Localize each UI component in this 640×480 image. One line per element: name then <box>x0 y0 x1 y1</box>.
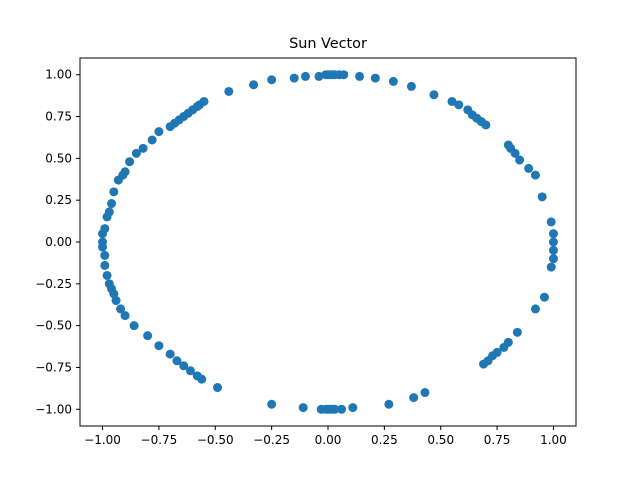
scatter-point <box>197 374 207 384</box>
x-tick-label: 0.00 <box>315 433 342 447</box>
y-tick-label: −0.25 <box>35 277 72 291</box>
scatter-point <box>224 86 234 96</box>
scatter-point <box>546 217 556 227</box>
y-tick-label: −0.75 <box>35 360 72 374</box>
x-tick-label: 0.25 <box>371 433 398 447</box>
x-tick-label: 0.50 <box>427 433 454 447</box>
scatter-point <box>548 254 558 264</box>
scatter-point <box>406 81 416 91</box>
scatter-point <box>524 163 534 173</box>
chart-title: Sun Vector <box>289 36 367 52</box>
scatter-point <box>548 245 558 255</box>
scatter-point <box>479 359 489 369</box>
y-tick-label: −1.00 <box>35 402 72 416</box>
y-axis-ticks: −1.00 −0.75 −0.50 −0.25 0.00 0.25 0.50 0.75 1.00 <box>35 68 80 416</box>
scatter-points <box>98 70 558 414</box>
scatter-point <box>165 349 175 359</box>
scatter-point <box>172 356 182 366</box>
scatter-point <box>510 148 520 158</box>
scatter-point <box>102 212 112 222</box>
x-axis-ticks: −1.00 −0.75 −0.50 −0.25 0.00 0.25 0.50 0.75 1.00 <box>84 426 567 447</box>
y-tick-label: 0.50 <box>45 151 72 165</box>
scatter-point <box>100 260 110 270</box>
scatter-point <box>249 80 259 90</box>
scatter-point <box>512 327 522 337</box>
x-tick-label: −0.25 <box>253 433 290 447</box>
scatter-point <box>330 404 340 414</box>
y-tick-label: −0.50 <box>35 319 72 333</box>
scatter-point <box>107 199 117 209</box>
scatter-point <box>300 71 310 81</box>
scatter-point <box>548 237 558 247</box>
scatter-point <box>409 393 419 403</box>
scatter-point <box>289 73 299 83</box>
x-tick-label: 0.75 <box>484 433 511 447</box>
scatter-point <box>420 388 430 398</box>
scatter-point <box>355 71 365 81</box>
scatter-point <box>98 229 108 239</box>
scatter-point <box>515 155 525 165</box>
scatter-point <box>546 262 556 272</box>
scatter-point <box>111 296 121 306</box>
scatter-point <box>120 311 130 321</box>
scatter-point <box>213 383 223 393</box>
scatter-point <box>530 304 540 314</box>
scatter-point <box>129 321 139 331</box>
scatter-point <box>143 331 153 341</box>
scatter-point <box>131 148 141 158</box>
scatter-point <box>388 76 398 86</box>
x-tick-label: −1.00 <box>84 433 121 447</box>
scatter-point <box>339 70 349 80</box>
scatter-point <box>530 170 540 180</box>
x-tick-label: −0.75 <box>141 433 178 447</box>
scatter-point <box>98 242 108 252</box>
scatter-point <box>179 361 189 371</box>
scatter-point <box>384 399 394 409</box>
scatter-point <box>116 304 126 314</box>
scatter-point <box>429 90 439 100</box>
scatter-point <box>138 143 148 153</box>
scatter-point <box>154 341 164 351</box>
scatter-point <box>125 157 135 167</box>
scatter-point <box>447 96 457 106</box>
scatter-point <box>298 403 308 413</box>
scatter-point <box>154 127 164 137</box>
scatter-point <box>499 342 509 352</box>
scatter-point <box>100 250 110 260</box>
scatter-point <box>109 187 119 197</box>
y-tick-label: 0.00 <box>45 235 72 249</box>
y-tick-label: 0.75 <box>45 110 72 124</box>
scatter-point <box>267 399 277 409</box>
scatter-point <box>454 100 464 110</box>
scatter-point <box>267 75 277 85</box>
scatter-point <box>348 403 358 413</box>
scatter-point <box>370 73 380 83</box>
scatter-point <box>185 366 195 376</box>
y-tick-label: 1.00 <box>45 68 72 82</box>
scatter-point <box>539 292 549 302</box>
scatter-point <box>165 122 175 132</box>
scatter-point <box>481 120 491 130</box>
scatter-point <box>314 71 324 81</box>
plot-area-frame <box>79 57 577 427</box>
x-tick-label: 1.00 <box>540 433 567 447</box>
scatter-point <box>337 404 347 414</box>
scatter-point <box>102 270 112 280</box>
scatter-point <box>113 175 123 185</box>
scatter-point <box>147 135 157 145</box>
y-tick-label: 0.25 <box>45 193 72 207</box>
scatter-point <box>537 192 547 202</box>
scatter-point <box>548 229 558 239</box>
x-tick-label: −0.50 <box>197 433 234 447</box>
